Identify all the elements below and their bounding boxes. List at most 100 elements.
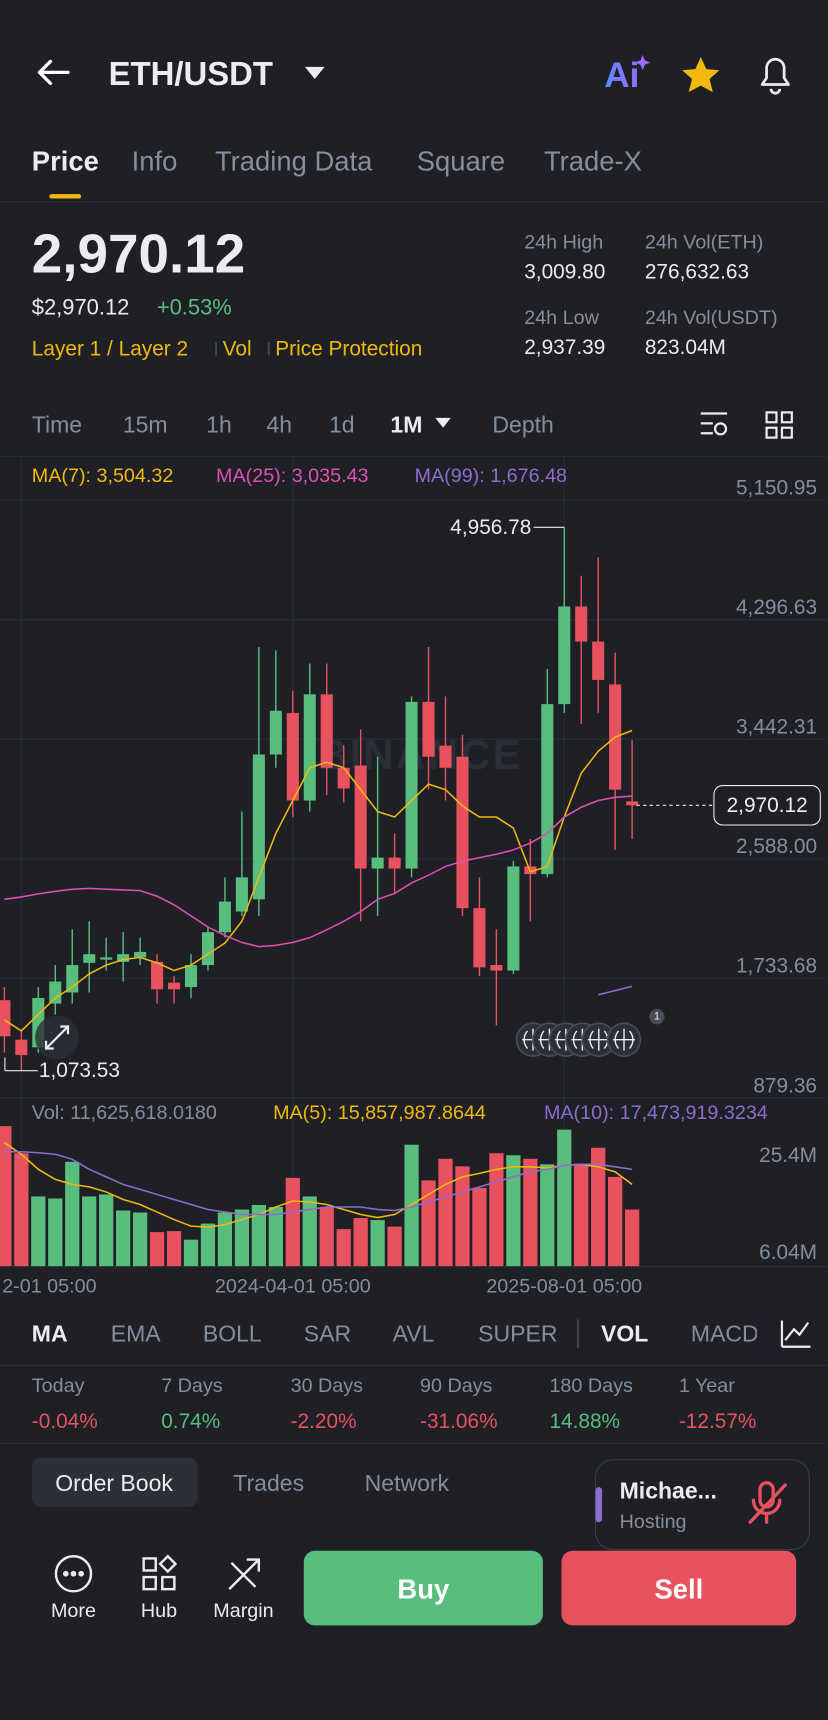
volume-tick-label: 6.04M — [759, 1241, 817, 1264]
volume-bar — [268, 1206, 283, 1267]
volume-bar — [285, 1177, 300, 1267]
favorite-star[interactable] — [682, 57, 720, 93]
hub-icon[interactable] — [142, 1554, 178, 1591]
action-label[interactable]: Hub — [141, 1600, 177, 1622]
tag[interactable]: Layer 1 / Layer 2 — [32, 337, 188, 360]
tab[interactable]: Price — [32, 146, 99, 177]
volume-bar — [574, 1164, 589, 1267]
tab[interactable]: Trading Data — [215, 146, 373, 177]
indicator-tab[interactable]: EMA — [111, 1321, 162, 1347]
candle-body — [201, 932, 215, 966]
chart-settings-icon[interactable] — [700, 412, 728, 436]
volume-bar — [591, 1147, 606, 1267]
candle-body — [134, 951, 147, 958]
ai-button[interactable]: Ai — [604, 56, 639, 95]
stat-label: 24h Vol(USDT) — [645, 307, 778, 329]
volume-bar — [336, 1229, 351, 1267]
tab[interactable]: Info — [132, 146, 178, 177]
indicator-tab[interactable]: MA — [32, 1321, 68, 1347]
volume-ma-line — [4, 1150, 633, 1216]
candle-body — [184, 965, 198, 988]
layout-icon[interactable] — [765, 411, 793, 439]
interval[interactable]: 1h — [206, 411, 232, 437]
expand-button[interactable] — [35, 1015, 79, 1060]
indicator-tab[interactable]: MACD — [691, 1321, 759, 1347]
tab[interactable]: Square — [417, 146, 505, 177]
performance-label: 30 Days — [291, 1375, 364, 1397]
legend-entry: MA(99): 1,676.48 — [415, 465, 568, 487]
volume-bar — [319, 1206, 334, 1267]
action-label[interactable]: More — [51, 1600, 96, 1622]
performance-label: 180 Days — [549, 1375, 633, 1397]
notification-bell[interactable] — [760, 57, 790, 95]
indicator-tab[interactable]: SUPER — [478, 1321, 557, 1347]
bottom-tab[interactable]: Trades — [233, 1470, 304, 1496]
live-indicator — [595, 1487, 603, 1523]
candle-body — [15, 1039, 28, 1056]
stat-label: 24h High — [524, 231, 603, 253]
interval[interactable]: 1d — [329, 411, 355, 437]
interval-dropdown[interactable] — [435, 417, 451, 428]
volume-bar — [14, 1153, 29, 1267]
x-tick-label: 2024-04-01 05:00 — [215, 1275, 371, 1297]
legend-entry: MA(7): 3,504.32 — [32, 465, 174, 487]
volume-bar — [82, 1196, 97, 1267]
tab[interactable]: Trade-X — [544, 146, 642, 177]
indicator-tab[interactable]: VOL — [601, 1321, 648, 1347]
pair-dropdown[interactable] — [304, 66, 325, 79]
volume-bar — [166, 1231, 182, 1267]
sell-button[interactable] — [561, 1550, 797, 1626]
last-price-box[interactable] — [713, 784, 821, 826]
volume-bar — [624, 1209, 640, 1267]
tag[interactable]: Price Protection — [275, 337, 422, 360]
interval[interactable]: 4h — [266, 411, 292, 437]
bottom-tab[interactable]: Network — [365, 1470, 450, 1496]
legend-entry: MA(10): 17,473,919.3234 — [544, 1102, 768, 1124]
stat-value: 276,632.63 — [645, 261, 749, 284]
y-tick-label: 1,733.68 — [736, 955, 817, 978]
interval[interactable]: 15m — [123, 411, 168, 437]
volume-bar — [387, 1226, 402, 1267]
buy-button[interactable] — [303, 1550, 543, 1626]
volume-bar — [472, 1187, 487, 1267]
indicator-tab[interactable]: BOLL — [203, 1321, 262, 1347]
candle-body — [371, 857, 384, 869]
price-plot — [0, 527, 639, 1071]
y-tick-label: 879.36 — [753, 1074, 817, 1097]
more-icon[interactable] — [54, 1555, 93, 1593]
sell-label[interactable]: Sell — [654, 1574, 703, 1605]
volume-bar — [48, 1198, 63, 1267]
candle-body — [286, 712, 299, 801]
mic-off-icon[interactable] — [748, 1481, 787, 1524]
performance-label: Today — [32, 1375, 85, 1397]
tag[interactable]: Vol — [223, 337, 252, 360]
candle-body — [405, 701, 418, 869]
candle-body — [218, 901, 231, 933]
tab-underline — [49, 194, 82, 199]
back-button[interactable] — [37, 59, 70, 86]
volume-bar — [404, 1144, 419, 1267]
interval[interactable]: 1M — [390, 411, 422, 437]
indicator-tab[interactable]: AVL — [393, 1321, 435, 1347]
volume-bar — [149, 1232, 165, 1267]
candle-body — [626, 801, 639, 806]
legend-entry: MA(5): 15,857,987.8644 — [273, 1102, 486, 1124]
ai-sparkle — [634, 54, 651, 71]
performance-value: 0.74% — [161, 1410, 220, 1433]
margin-icon[interactable] — [228, 1558, 261, 1590]
indicator-settings-icon[interactable] — [780, 1320, 811, 1348]
high-annotation: 4,956.78 — [450, 516, 531, 539]
action-label[interactable]: Margin — [213, 1600, 273, 1622]
interval[interactable]: Depth — [492, 411, 553, 437]
indicator-tab[interactable]: SAR — [304, 1321, 351, 1347]
performance-label: 1 Year — [679, 1375, 735, 1397]
volume-bar — [438, 1158, 453, 1267]
interval[interactable]: Time — [32, 411, 82, 437]
buy-label[interactable]: Buy — [397, 1574, 450, 1605]
pair-title[interactable]: ETH/USDT — [109, 55, 273, 92]
candle-body — [269, 710, 282, 755]
bottom-tab[interactable]: Order Book — [55, 1470, 173, 1496]
volume-bar — [540, 1164, 555, 1267]
volume-ma-line — [3, 1142, 633, 1228]
